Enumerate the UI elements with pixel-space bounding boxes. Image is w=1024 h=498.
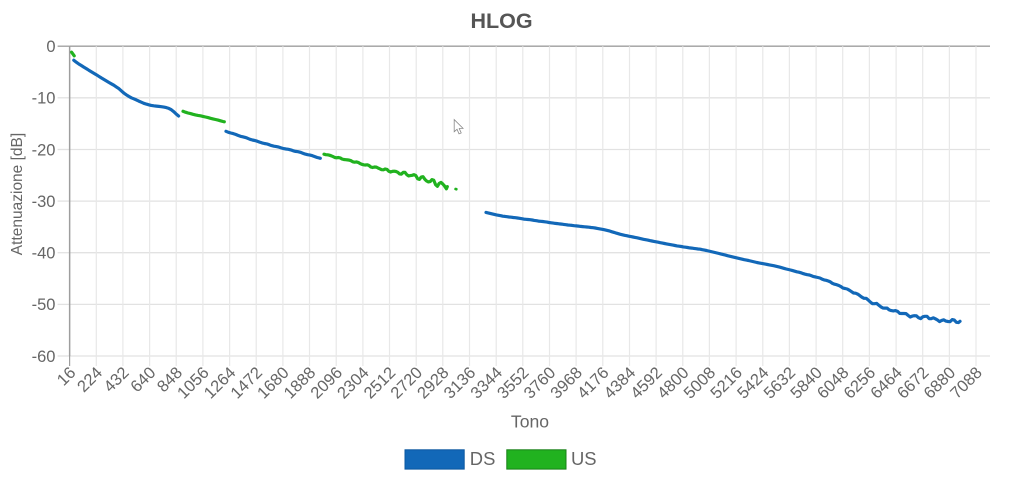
svg-text:-30: -30 bbox=[32, 193, 56, 211]
svg-text:Tono: Tono bbox=[511, 411, 549, 431]
svg-text:-20: -20 bbox=[32, 141, 56, 159]
svg-text:-40: -40 bbox=[32, 245, 56, 263]
svg-text:HLOG: HLOG bbox=[470, 9, 532, 33]
svg-text:-10: -10 bbox=[32, 90, 56, 108]
svg-text:DS: DS bbox=[470, 448, 496, 469]
svg-text:0: 0 bbox=[46, 38, 55, 56]
svg-text:US: US bbox=[571, 448, 597, 469]
svg-text:-60: -60 bbox=[32, 348, 56, 366]
svg-text:-50: -50 bbox=[32, 296, 56, 314]
svg-text:Attenuazione [dB]: Attenuazione [dB] bbox=[9, 133, 26, 255]
